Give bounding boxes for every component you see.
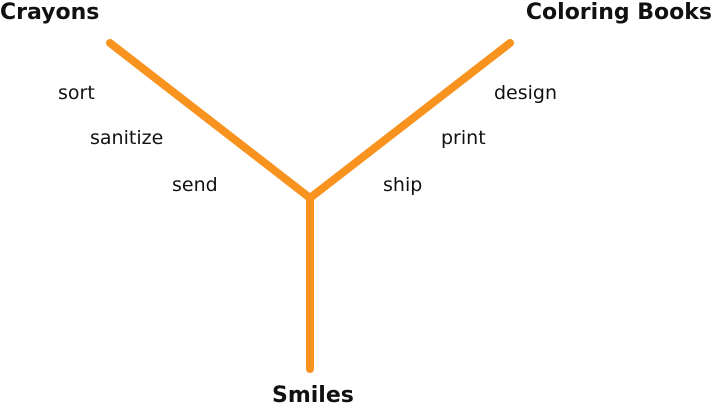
step-design-label: design: [494, 82, 558, 104]
step-print-label: print: [441, 127, 486, 149]
coloring-books-node-label: Coloring Books: [525, 0, 712, 25]
crayons-node-label: Crayons: [0, 0, 100, 25]
crayons-branch: [106, 39, 314, 202]
step-send-label: send: [172, 174, 218, 196]
smiles-node-label: Smiles: [272, 383, 354, 408]
step-ship-label: ship: [383, 174, 423, 196]
step-sanitize-label: sanitize: [90, 127, 164, 149]
step-sort-label: sort: [58, 82, 95, 104]
coloring-books-branch: [306, 39, 514, 202]
